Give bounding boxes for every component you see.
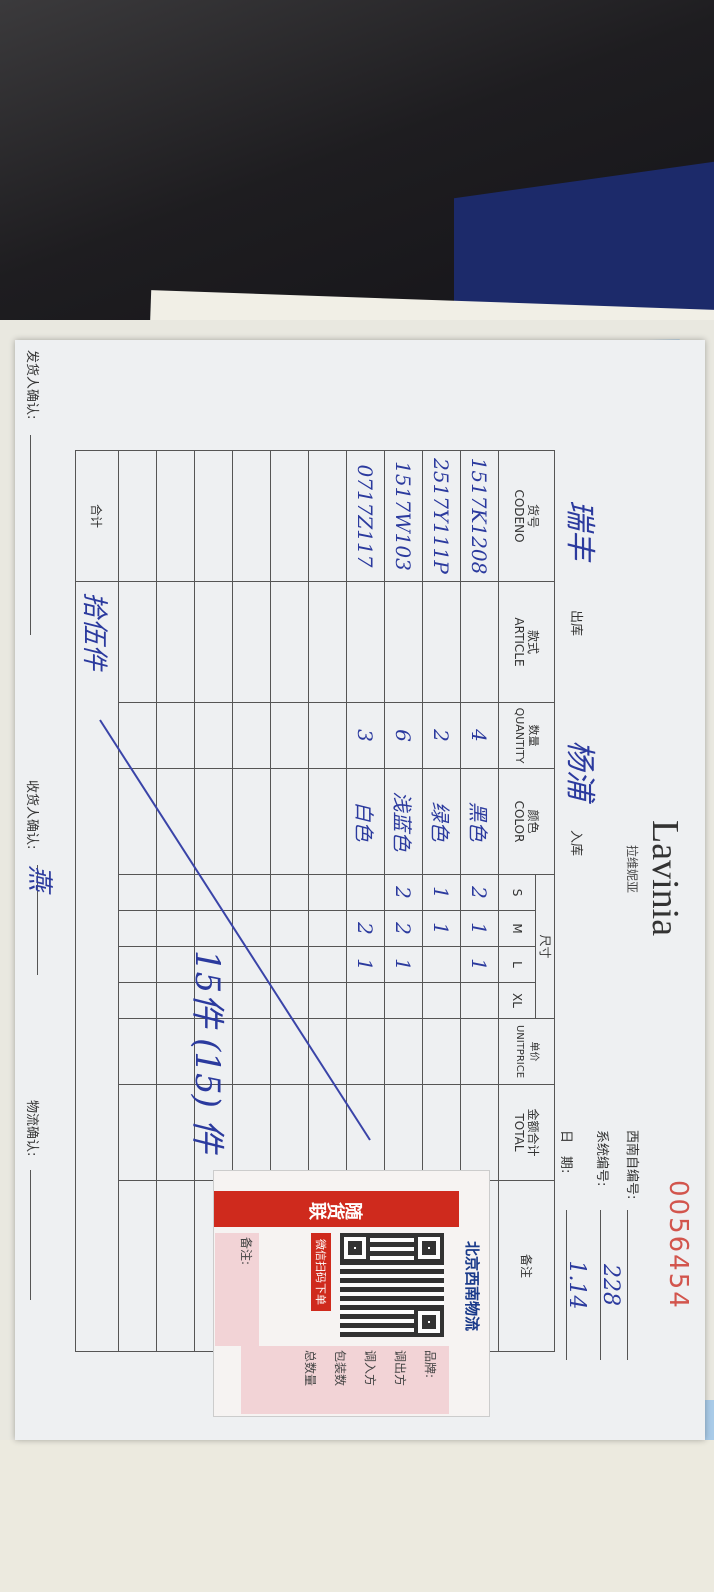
sender-label: 发货人确认: [24, 350, 39, 420]
scan-to-order: 微信扫码下单 [311, 1233, 331, 1311]
card-info-box: 品牌: 调出方 调入方 包装数 总数量 [241, 1346, 449, 1414]
receiver-sign: 燕 [24, 865, 60, 975]
paper-stack [0, 1440, 714, 1592]
cross-out-line [99, 719, 371, 1141]
sender-field [30, 435, 53, 635]
logistics-label: 物流确认: [24, 1100, 39, 1157]
card-company: 北京西南物流 [463, 1241, 481, 1332]
logistics-field [30, 1170, 53, 1300]
logistics-label-card: 北京西南物流 随货联 微信扫码下单 品牌: 调出方 调入方 包装数 总数量 备注… [213, 1170, 490, 1417]
qr-code[interactable] [340, 1233, 444, 1337]
receiver-label: 收货人确认: [24, 780, 39, 850]
handwritten-note: 15件 (15) 件 [187, 950, 227, 1153]
card-band: 随货联 [214, 1191, 459, 1227]
card-remark: 备注: [215, 1233, 259, 1346]
delivery-form: Lavinia 拉维妮亚 0056454 西南自编号: 系统编号: 228 日 … [15, 340, 705, 1440]
